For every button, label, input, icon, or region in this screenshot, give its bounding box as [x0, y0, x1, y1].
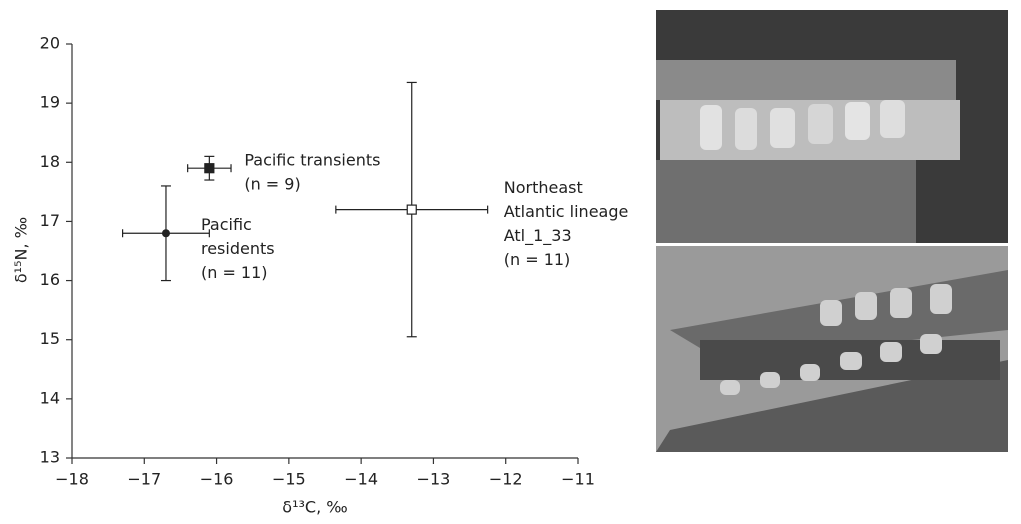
y-tick-label: 18 [40, 152, 60, 171]
point-label: Atl_1_33 [504, 226, 572, 246]
point-label: Pacific transients [244, 151, 380, 170]
y-tick-label: 16 [40, 270, 60, 289]
y-tick-label: 20 [40, 34, 60, 53]
y-tick-label: 14 [40, 388, 60, 407]
point [162, 229, 170, 237]
x-tick-label: −17 [127, 470, 161, 489]
x-tick-label: −14 [344, 470, 378, 489]
point-label: Pacific [201, 215, 252, 234]
y-tick-label: 19 [40, 93, 60, 112]
photo-bottom [656, 246, 1008, 452]
point [407, 205, 416, 214]
point-label: Atlantic lineage [504, 202, 629, 221]
x-tick-label: −15 [272, 470, 306, 489]
x-tick-label: −11 [561, 470, 595, 489]
sample-size: (n = 11) [201, 263, 268, 282]
x-tick-label: −13 [417, 470, 451, 489]
figure: δ¹³C, ‰ δ¹⁵N, ‰ −18 −17 −16 −15 −14 −13 −12 −11… [0, 0, 1021, 524]
y-tick-label: 13 [40, 448, 60, 467]
x-axis-label: δ¹³C, ‰ [282, 498, 347, 517]
point-label: Northeast [504, 178, 583, 197]
photo-top [656, 10, 1008, 243]
point-label: residents [201, 239, 275, 258]
y-tick-label: 17 [40, 211, 60, 230]
sample-size: (n = 9) [244, 175, 300, 194]
y-axis-label: δ¹⁵N, ‰ [12, 217, 31, 283]
x-tick-label: −18 [55, 470, 89, 489]
x-tick-label: −16 [200, 470, 234, 489]
sample-size: (n = 11) [504, 250, 571, 269]
y-tick-label: 15 [40, 329, 60, 348]
point [205, 164, 214, 173]
x-tick-label: −12 [489, 470, 523, 489]
